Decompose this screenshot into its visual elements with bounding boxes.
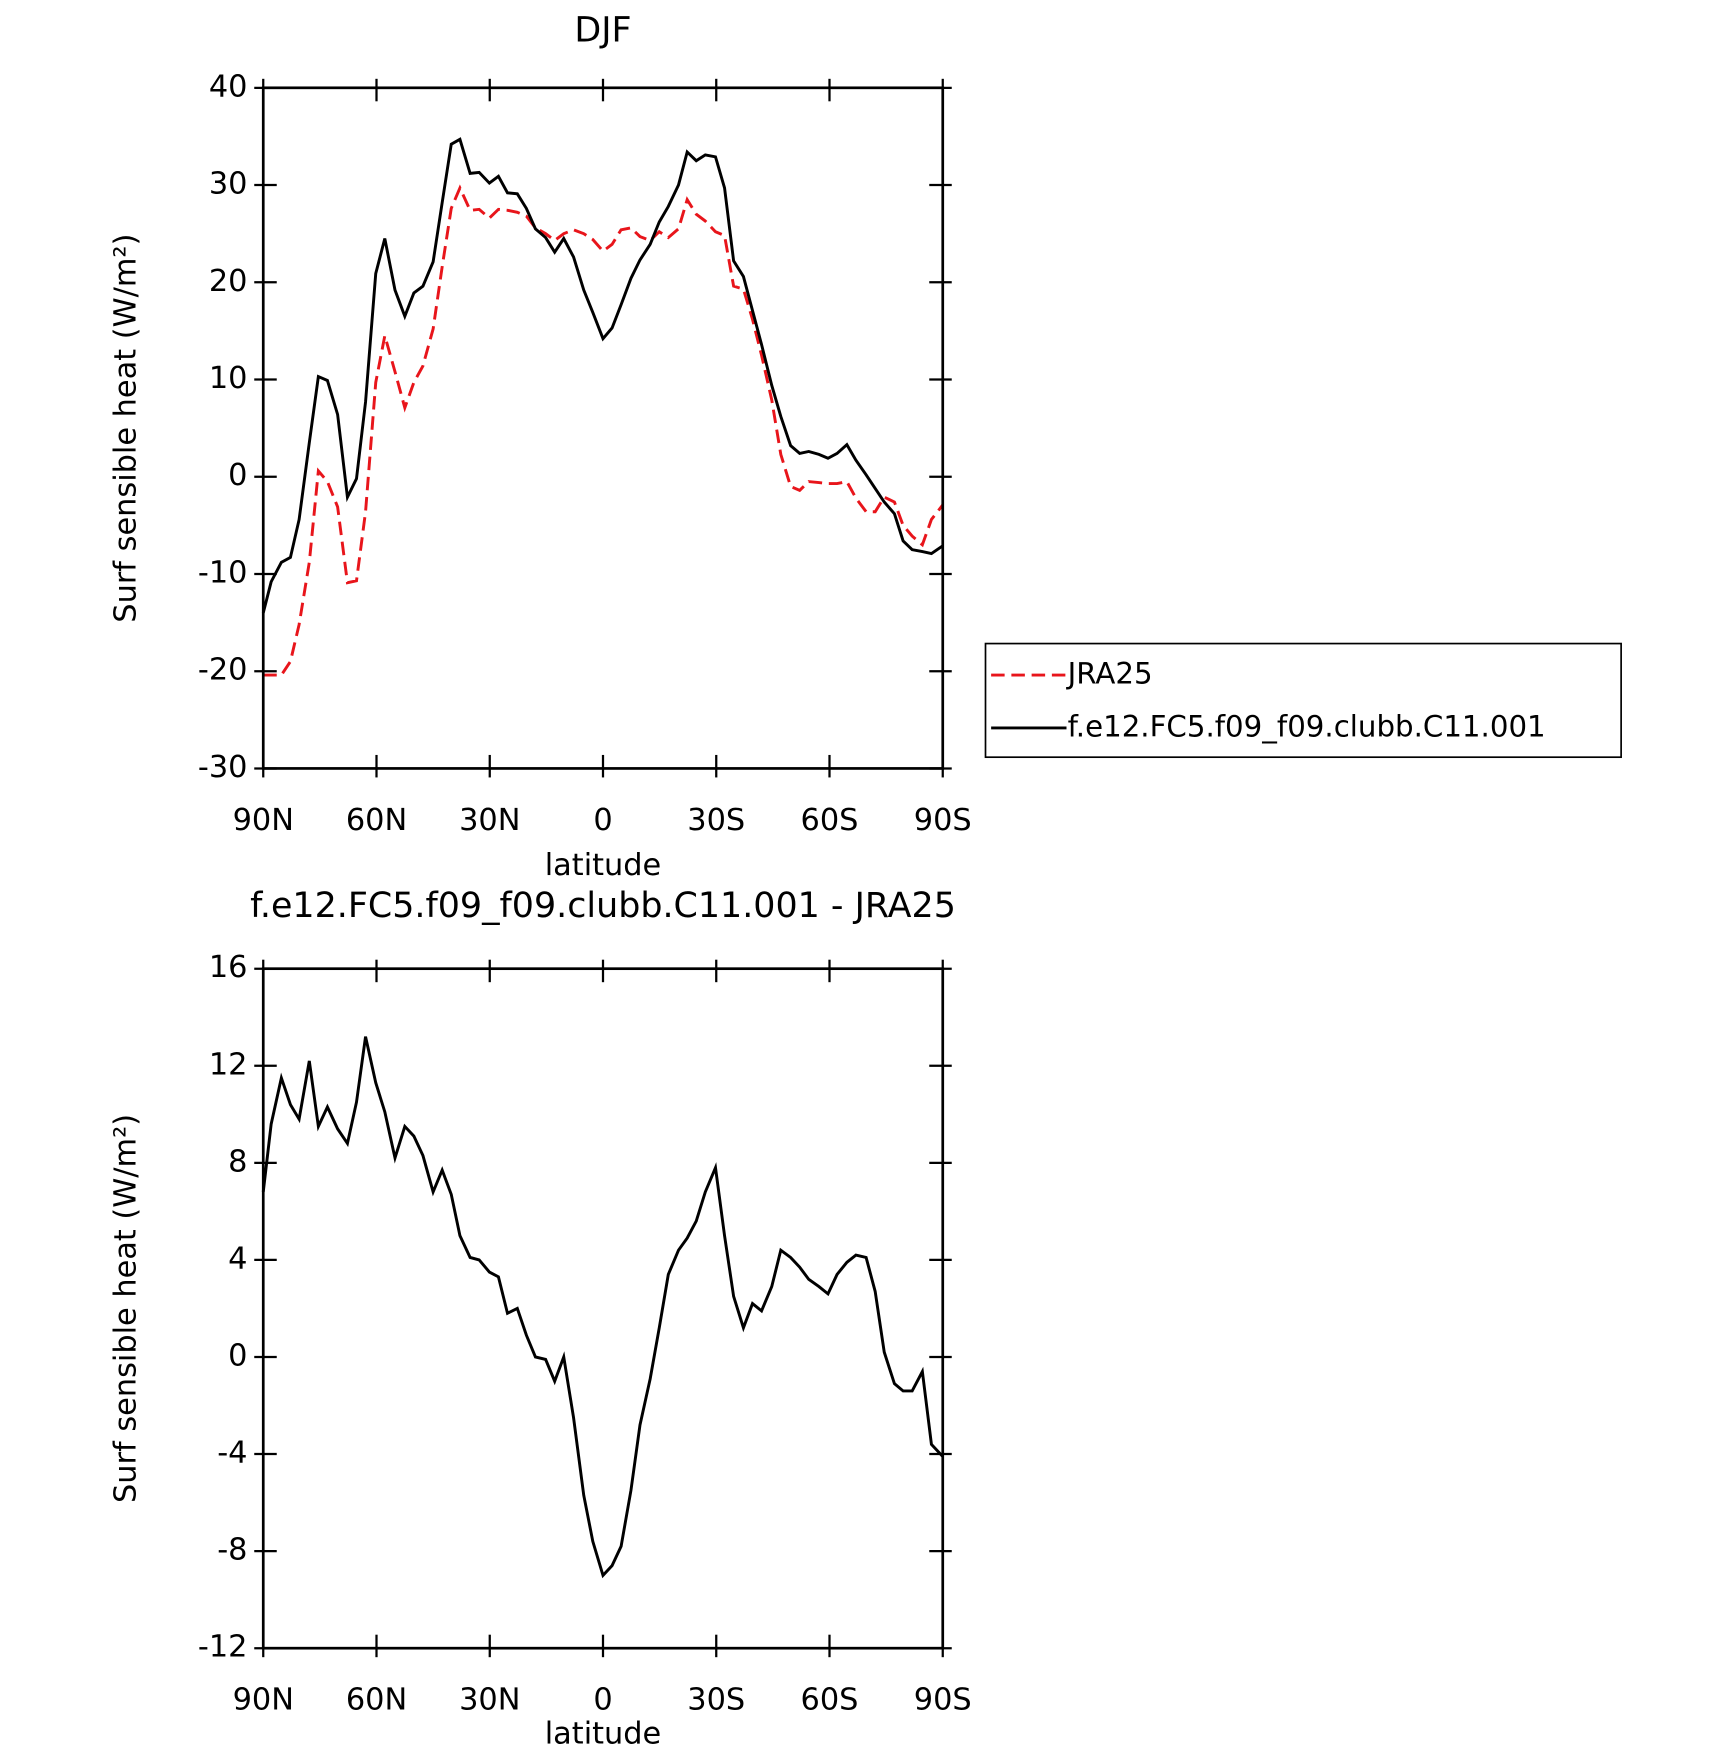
x-axis-label: latitude bbox=[545, 848, 661, 883]
x-tick-label: 60N bbox=[346, 1683, 407, 1718]
x-tick-label: 90N bbox=[233, 803, 294, 838]
y-tick-label: 20 bbox=[209, 264, 248, 299]
y-tick-label: -30 bbox=[198, 750, 248, 785]
plot-frame bbox=[261, 967, 945, 1650]
y-tick-label: 10 bbox=[209, 361, 248, 396]
y-tick-label: -12 bbox=[198, 1630, 248, 1665]
chart-title: DJF bbox=[574, 11, 631, 51]
x-tick-label: 30S bbox=[687, 1683, 745, 1718]
y-tick-label: -8 bbox=[217, 1533, 247, 1568]
x-tick-label: 90S bbox=[914, 803, 972, 838]
y-tick-label: 16 bbox=[209, 950, 248, 985]
y-tick-label: 8 bbox=[228, 1144, 247, 1179]
data-line bbox=[261, 1036, 944, 1579]
y-tick-label: 12 bbox=[209, 1047, 248, 1082]
x-tick-label: 60S bbox=[801, 803, 859, 838]
legend-label: JRA25 bbox=[1066, 657, 1153, 691]
x-tick-label: 30S bbox=[687, 803, 745, 838]
legend-box bbox=[984, 642, 1622, 759]
x-tick-label: 60S bbox=[801, 1683, 859, 1718]
y-tick-label: 30 bbox=[209, 167, 248, 202]
y-tick-label: -20 bbox=[198, 653, 248, 688]
x-tick-label: 30N bbox=[459, 803, 520, 838]
y-tick-label: 4 bbox=[228, 1241, 247, 1276]
y-axis-label: Surf sensible heat (W/m²) bbox=[109, 1114, 144, 1503]
y-tick-label: 0 bbox=[228, 458, 247, 493]
x-tick-label: 0 bbox=[593, 803, 612, 838]
data-line bbox=[261, 137, 944, 614]
y-tick-label: 0 bbox=[228, 1338, 247, 1373]
x-tick-label: 0 bbox=[593, 1683, 612, 1718]
legend-label: f.e12.FC5.f09_f09.clubb.C11.001 bbox=[1068, 709, 1546, 743]
x-tick-label: 90N bbox=[233, 1683, 294, 1718]
x-tick-label: 60N bbox=[346, 803, 407, 838]
x-axis-label: latitude bbox=[545, 1716, 661, 1745]
y-tick-label: -4 bbox=[217, 1436, 247, 1471]
y-tick-label: -10 bbox=[198, 555, 248, 590]
y-axis-label: Surf sensible heat (W/m²) bbox=[109, 234, 144, 623]
chart-title: f.e12.FC5.f09_f09.clubb.C11.001 - JRA25 bbox=[250, 886, 956, 926]
x-tick-label: 30N bbox=[459, 1683, 520, 1718]
y-tick-label: 40 bbox=[209, 69, 248, 104]
plot-frame bbox=[261, 86, 945, 770]
x-tick-label: 90S bbox=[914, 1683, 972, 1718]
data-line bbox=[263, 184, 944, 677]
